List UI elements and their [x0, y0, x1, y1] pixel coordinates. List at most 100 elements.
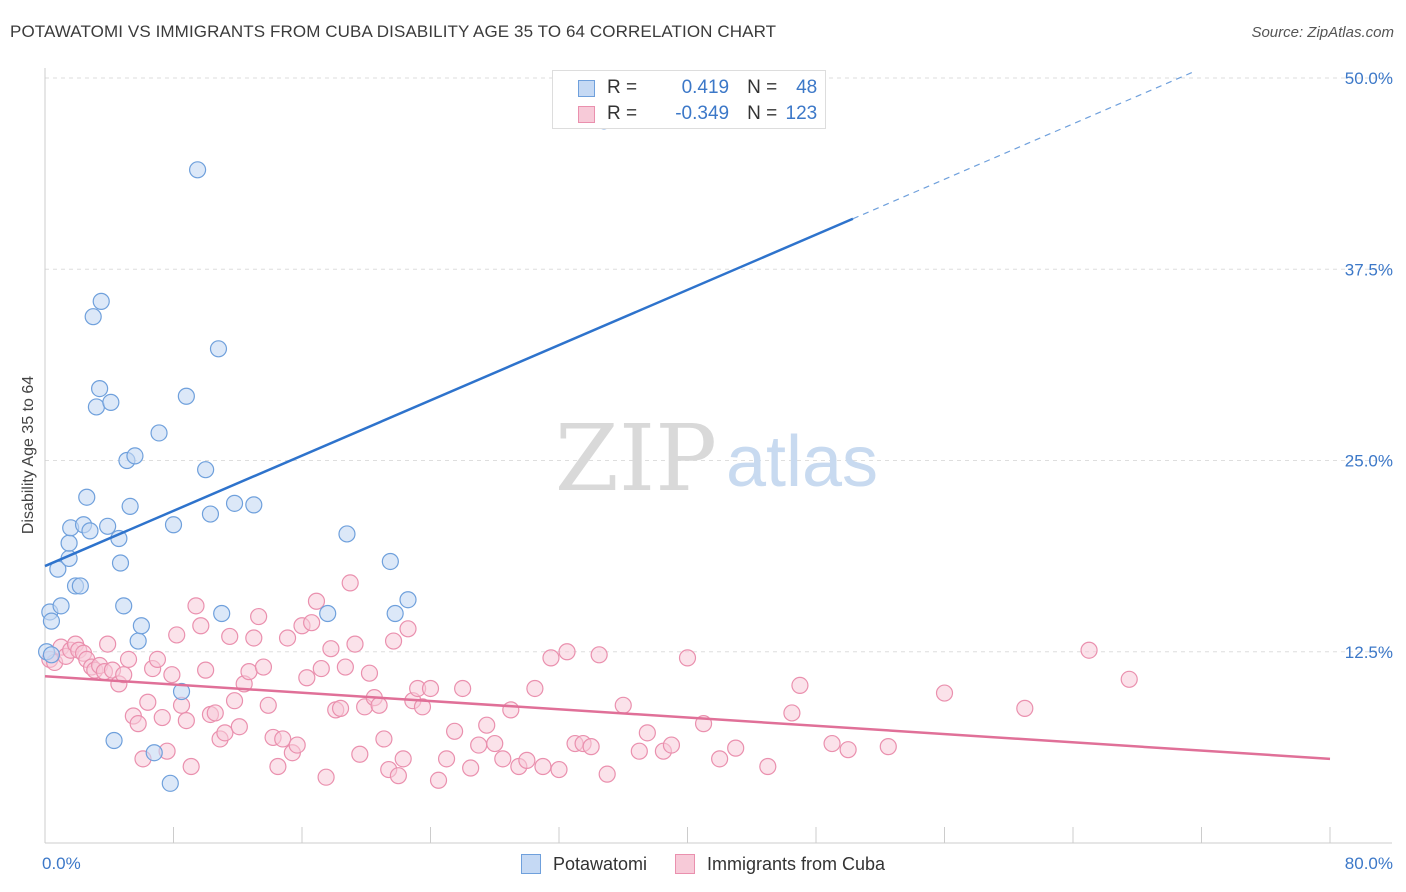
potawatomi-point — [209, 340, 228, 358]
pink-swatch — [578, 105, 595, 123]
cuba-point — [662, 736, 681, 754]
potawatomi-point — [386, 604, 404, 623]
n-label: N = — [747, 77, 778, 98]
potawatomi-point — [52, 597, 70, 615]
cuba-point — [614, 696, 632, 714]
potawatomi-point — [177, 387, 195, 405]
legend-label: Immigrants from Cuba — [706, 853, 886, 874]
potawatomi-point — [84, 308, 102, 326]
cuba-point — [1120, 670, 1138, 688]
cuba-point — [1080, 641, 1098, 659]
cuba-point — [526, 679, 544, 698]
y-tick-label: 50.0% — [1345, 69, 1393, 88]
potawatomi-point — [172, 682, 191, 701]
potawatomi-point — [115, 597, 133, 615]
cuba-point — [384, 632, 403, 650]
stats-row-potawatomi: R = 0.419 N = 48 — [578, 76, 817, 100]
cuba-point — [307, 592, 326, 610]
cuba-point — [502, 701, 520, 719]
cuba-point — [197, 661, 215, 679]
cuba-point — [153, 708, 171, 727]
r-value: 0.419 — [681, 77, 730, 98]
potawatomi-point — [225, 494, 244, 512]
cuba-point — [518, 751, 536, 769]
y-tick-label: 25.0% — [1345, 452, 1393, 471]
n-value: 123 — [785, 103, 818, 124]
potawatomi-point — [42, 612, 61, 630]
potawatomi-point — [99, 517, 117, 535]
potawatomi-point — [105, 731, 123, 750]
potawatomi-point — [87, 398, 106, 416]
cuba-point — [274, 730, 292, 748]
cuba-point — [139, 693, 157, 711]
cuba-point — [839, 741, 857, 759]
cuba-point — [791, 676, 809, 695]
potawatomi-point — [213, 604, 231, 623]
potawatomi-point — [42, 646, 61, 664]
cuba-point — [429, 771, 448, 789]
potawatomi-point — [111, 554, 130, 572]
potawatomi-point — [188, 161, 207, 179]
potawatomi-point — [201, 505, 220, 523]
watermark-zip: ZIP — [555, 405, 717, 512]
cuba-point — [598, 765, 616, 783]
r-label: R = — [607, 77, 638, 98]
cuba-point — [206, 704, 224, 722]
cuba-point — [759, 757, 777, 776]
r-label: R = — [607, 103, 638, 124]
cuba-point — [935, 684, 954, 702]
stats-legend: R = 0.419 N = 48 R = -0.349 N = 123 — [552, 70, 826, 129]
potawatomi-point — [102, 393, 120, 411]
x-tick-label-min: 0.0% — [42, 854, 81, 873]
cuba-point — [221, 627, 239, 646]
potawatomi-point — [81, 522, 99, 540]
cuba-point — [582, 738, 600, 756]
cuba-point — [394, 750, 412, 768]
cuba-trend-line — [44, 674, 1331, 761]
cuba-point — [399, 620, 417, 638]
cuba-point — [445, 722, 464, 740]
potawatomi-point — [132, 617, 150, 635]
cuba-point — [542, 649, 560, 667]
potawatomi-point — [60, 534, 78, 552]
potawatomi-point — [399, 591, 417, 609]
cuba-point — [322, 640, 340, 658]
potawatomi-point — [71, 577, 89, 595]
cuba-point — [225, 692, 244, 710]
cuba-point — [478, 716, 496, 734]
potawatomi-point — [338, 525, 356, 543]
watermark-atlas: atlas — [726, 422, 878, 502]
cuba-point — [630, 742, 648, 760]
cuba-point — [148, 650, 167, 669]
cuba-point — [312, 659, 330, 678]
cuba-point — [558, 643, 576, 661]
series-immigrants-from-cuba — [41, 574, 1138, 789]
cuba-point — [370, 696, 388, 714]
x-tick-label-max: 80.0% — [1345, 854, 1393, 873]
pink-swatch — [674, 854, 695, 874]
cuba-point — [187, 597, 205, 615]
cuba-point — [494, 750, 512, 768]
cuba-point — [486, 734, 504, 753]
potawatomi-point — [145, 744, 163, 762]
cuba-point — [254, 658, 273, 676]
series-legend: Potawatomi Immigrants from Cuba — [0, 850, 1406, 878]
potawatomi-trend-line — [44, 217, 854, 568]
cuba-point — [678, 649, 697, 667]
potawatomi-point — [245, 496, 263, 514]
cuba-point — [303, 614, 321, 632]
tick-labels: 12.5% 25.0% 37.5% 50.0% 0.0% 80.0% — [42, 69, 1393, 873]
potawatomi-point — [319, 604, 337, 623]
cuba-point — [216, 724, 234, 742]
potawatomi-point — [161, 774, 179, 792]
cuba-point — [115, 666, 133, 684]
cuba-point — [250, 607, 268, 626]
legend-item-cuba: Immigrants from Cuba — [674, 853, 886, 875]
cuba-point — [177, 711, 195, 730]
cuba-point — [590, 646, 608, 664]
cuba-point — [240, 663, 258, 681]
cuba-point — [346, 635, 364, 653]
cuba-point — [783, 704, 801, 722]
cuba-point — [341, 574, 359, 592]
